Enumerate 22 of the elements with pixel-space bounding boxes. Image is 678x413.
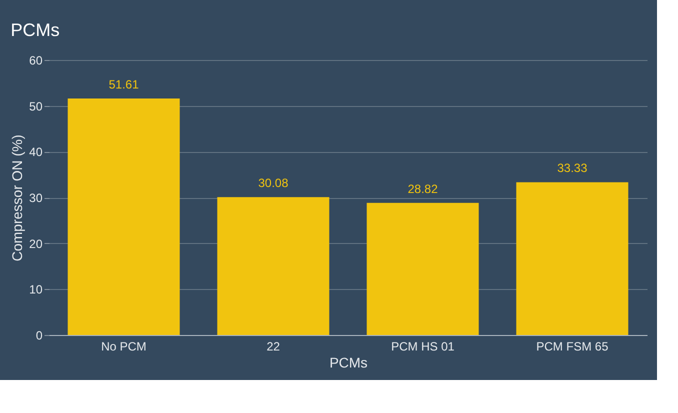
data-label: 33.33 [557,161,588,176]
x-tick-label: PCM HS 01 [391,340,455,354]
y-axis-title: Compressor ON (%) [9,134,26,262]
bar [366,202,479,335]
bar [68,98,180,335]
y-tick-label: 10 [29,282,43,297]
data-label: 51.61 [108,77,140,92]
data-label: 28.82 [408,182,438,196]
x-axis-title: PCMs [329,354,368,370]
bar [217,197,330,335]
bar [516,182,628,335]
y-tick-label: 40 [29,145,43,160]
y-tick-label: 60 [29,54,43,68]
y-tick-label: 20 [29,236,43,251]
x-tick-label: PCM FSM 65 [536,340,609,354]
x-tick-label: 22 [266,340,280,354]
x-tick-label: No PCM [101,340,146,354]
data-label: 30.08 [258,176,289,190]
y-tick-label: 50 [29,99,43,114]
y-tick-label: 0 [36,328,43,342]
chart-title: PCMs [10,20,60,40]
y-tick-label: 30 [29,191,43,205]
